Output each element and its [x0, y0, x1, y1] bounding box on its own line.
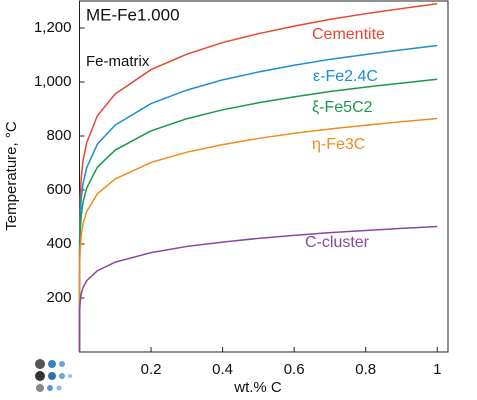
y-tick-label: 800 — [46, 127, 71, 144]
x-tick-label: 0.8 — [355, 361, 376, 378]
x-axis-label: wt.% C — [233, 379, 282, 396]
y-tick-label: 600 — [46, 181, 71, 198]
x-tick-label: 0.2 — [141, 361, 162, 378]
series-label: ξ-Fe5C2 — [312, 99, 373, 116]
logo — [35, 359, 72, 392]
series-line — [78, 44, 438, 353]
y-tick-label: 400 — [46, 235, 71, 252]
x-tick-label: 0.4 — [212, 361, 233, 378]
series-label: η-Fe3C — [312, 136, 365, 153]
x-tick-label: 1 — [433, 361, 441, 378]
y-tick-label: 1,000 — [34, 73, 72, 90]
series-line — [78, 78, 438, 353]
series-line — [78, 225, 438, 353]
y-tick-label: 200 — [46, 289, 71, 306]
series-label: ε-Fe2.4C — [313, 68, 378, 85]
chart-title: ME-Fe1.000 — [86, 5, 180, 24]
y-tick-label: 1,200 — [34, 19, 72, 36]
series-label: Cementite — [312, 26, 385, 43]
series-line — [78, 2, 438, 353]
x-tick-label: 0.6 — [284, 361, 305, 378]
series-label: C-cluster — [305, 234, 370, 251]
plot-frame — [79, 0, 449, 353]
series-line — [78, 117, 438, 353]
y-axis-label: Temperature, °C — [3, 121, 20, 231]
annotation: Fe-matrix — [86, 53, 150, 70]
